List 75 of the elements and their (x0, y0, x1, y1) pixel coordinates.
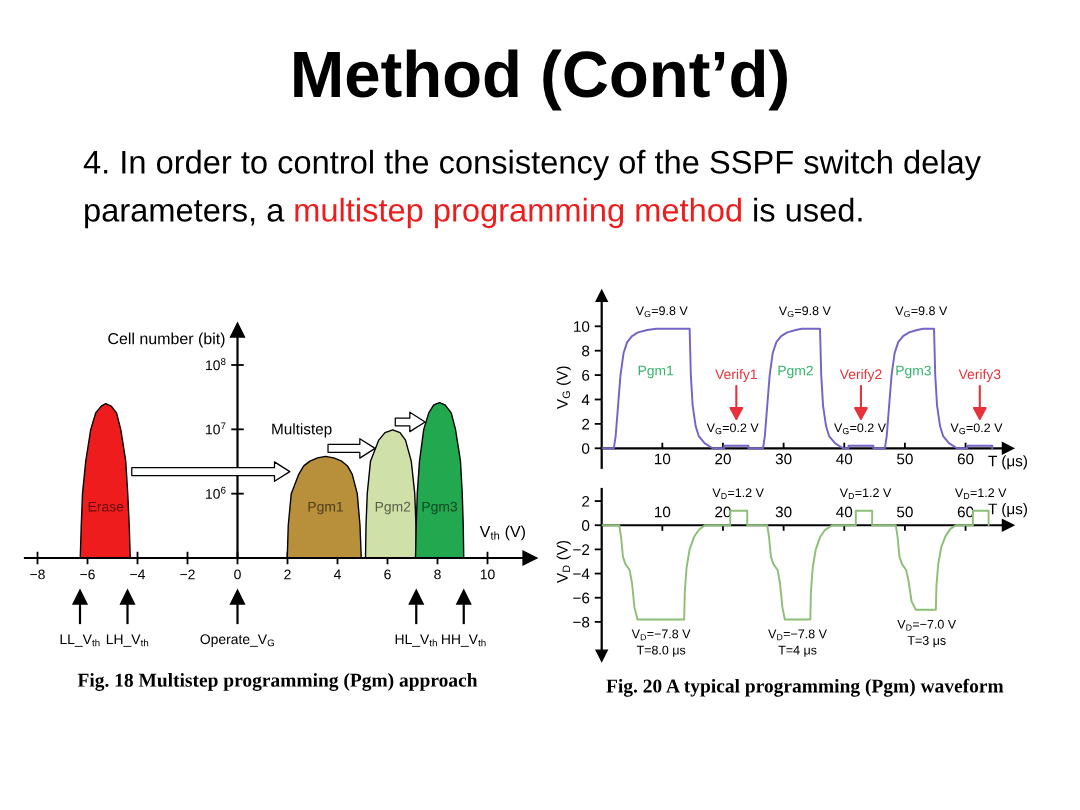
x-tick-label: 40 (836, 453, 853, 465)
y-tick-label: 8 (582, 345, 590, 357)
y-tick-label: 2 (582, 418, 590, 430)
ref-line-label: Operate_V$_{G}$ (200, 634, 274, 647)
text: 4. In order to control the consistency of the SSPF switch delay (83, 149, 981, 181)
x-tick-label: 50 (897, 506, 913, 518)
series-label: Pgm3 (422, 501, 458, 515)
series-label: Pgm2 (375, 501, 411, 515)
x-tick-label: 50 (897, 453, 913, 465)
text: Fig. 20 A typical programming (Pgm) waveform (606, 678, 1004, 697)
annotation: Verify1 (715, 369, 757, 382)
x-axis-title: V$_{th}$ (V) (479, 525, 525, 541)
y-axis-title: V$_{D}$ (V) (556, 540, 571, 583)
annotation: Verify2 (839, 369, 882, 382)
x-axis-title: T (μs) (988, 455, 1027, 470)
x-tick-label: 2 (284, 569, 291, 580)
y-tick-label: 10$^{6}$ (206, 486, 226, 499)
x-tick-label: 6 (384, 569, 391, 580)
y-tick-label: 4 (581, 394, 590, 406)
annotation: V$_{D}$=1.2 V (839, 488, 892, 499)
x-tick-label: 8 (434, 569, 441, 580)
series-label: Pgm1 (308, 501, 343, 515)
y-tick-label: −6 (573, 592, 590, 604)
annotation: V$_{G}$=9.8 V (635, 306, 688, 318)
y-tick-label: 6 (582, 369, 590, 381)
y-tick-label: 2 (582, 495, 590, 507)
x-tick-label: 40 (836, 506, 853, 518)
y-tick-label: 10 (574, 321, 590, 332)
annotation: Verify3 (958, 369, 1001, 382)
y-tick-label: 10$^{8}$ (206, 358, 226, 371)
text: Fig. 18 Multistep programming (Pgm) approach (77, 673, 478, 691)
annotation: Multistep (272, 423, 332, 438)
x-tick-label: 60 (957, 453, 974, 465)
annotation: Pgm3 (896, 365, 931, 379)
x-tick-label: −8 (30, 569, 45, 580)
annotation: V$_{G}$=0.2 V (706, 423, 759, 435)
text: parameters, a (85, 200, 285, 229)
y-tick-label: 0 (582, 443, 590, 454)
ref-line-label: LH_V$_{th}$ (106, 634, 149, 647)
x-tick-label: 30 (775, 453, 792, 465)
ref-line-label: LL_V$_{th}$ (60, 634, 100, 647)
annotation: V$_{D}$=−7.8 V T=8.0 μs (631, 629, 691, 657)
x-tick-label: 10 (480, 569, 495, 580)
annotation: V$_{G}$=9.8 V (895, 306, 948, 318)
x-tick-label: 30 (775, 506, 792, 518)
x-tick-label: −6 (80, 569, 95, 580)
annotation: V$_{G}$=0.2 V (834, 423, 886, 435)
x-tick-label: 20 (715, 453, 731, 465)
annotation: V$_{G}$=9.8 V (778, 306, 831, 318)
ref-line-label: HH_V$_{th}$ (442, 634, 486, 647)
x-tick-label: 4 (333, 569, 341, 580)
text: is used. (754, 197, 862, 222)
series-label: Erase (88, 501, 124, 512)
text: multistep programming method (295, 197, 741, 229)
y-tick-label: −2 (573, 544, 590, 555)
annotation: V$_{D}$=1.2 V (712, 488, 764, 499)
x-tick-label: 0 (234, 569, 241, 580)
x-tick-label: −2 (180, 569, 195, 580)
y-axis-title: Cell number (bit) (108, 332, 225, 348)
y-axis-title: V$_{G}$ (V) (556, 366, 571, 410)
annotation: V$_{G}$=0.2 V (950, 423, 1003, 435)
ref-line-label: HL_V$_{th}$ (395, 634, 437, 647)
x-axis-title: T (μs) (988, 503, 1027, 518)
x-tick-label: 10 (655, 506, 671, 518)
annotation: Pgm1 (638, 365, 674, 379)
x-tick-label: 10 (655, 453, 671, 465)
annotation: V$_{D}$=1.2 V (954, 488, 1007, 499)
y-tick-label: 10$^{7}$ (206, 422, 226, 435)
y-tick-label: 0 (582, 520, 590, 531)
x-tick-label: −4 (130, 569, 146, 580)
y-tick-label: −8 (573, 616, 590, 628)
text: Method (Cont’d) (294, 49, 787, 111)
annotation: V$_{D}$=−7.0 V T=3 μs (897, 619, 957, 648)
annotation: V$_{D}$=−7.8 V T=4 μs (768, 629, 827, 657)
annotation: Pgm2 (778, 365, 813, 379)
